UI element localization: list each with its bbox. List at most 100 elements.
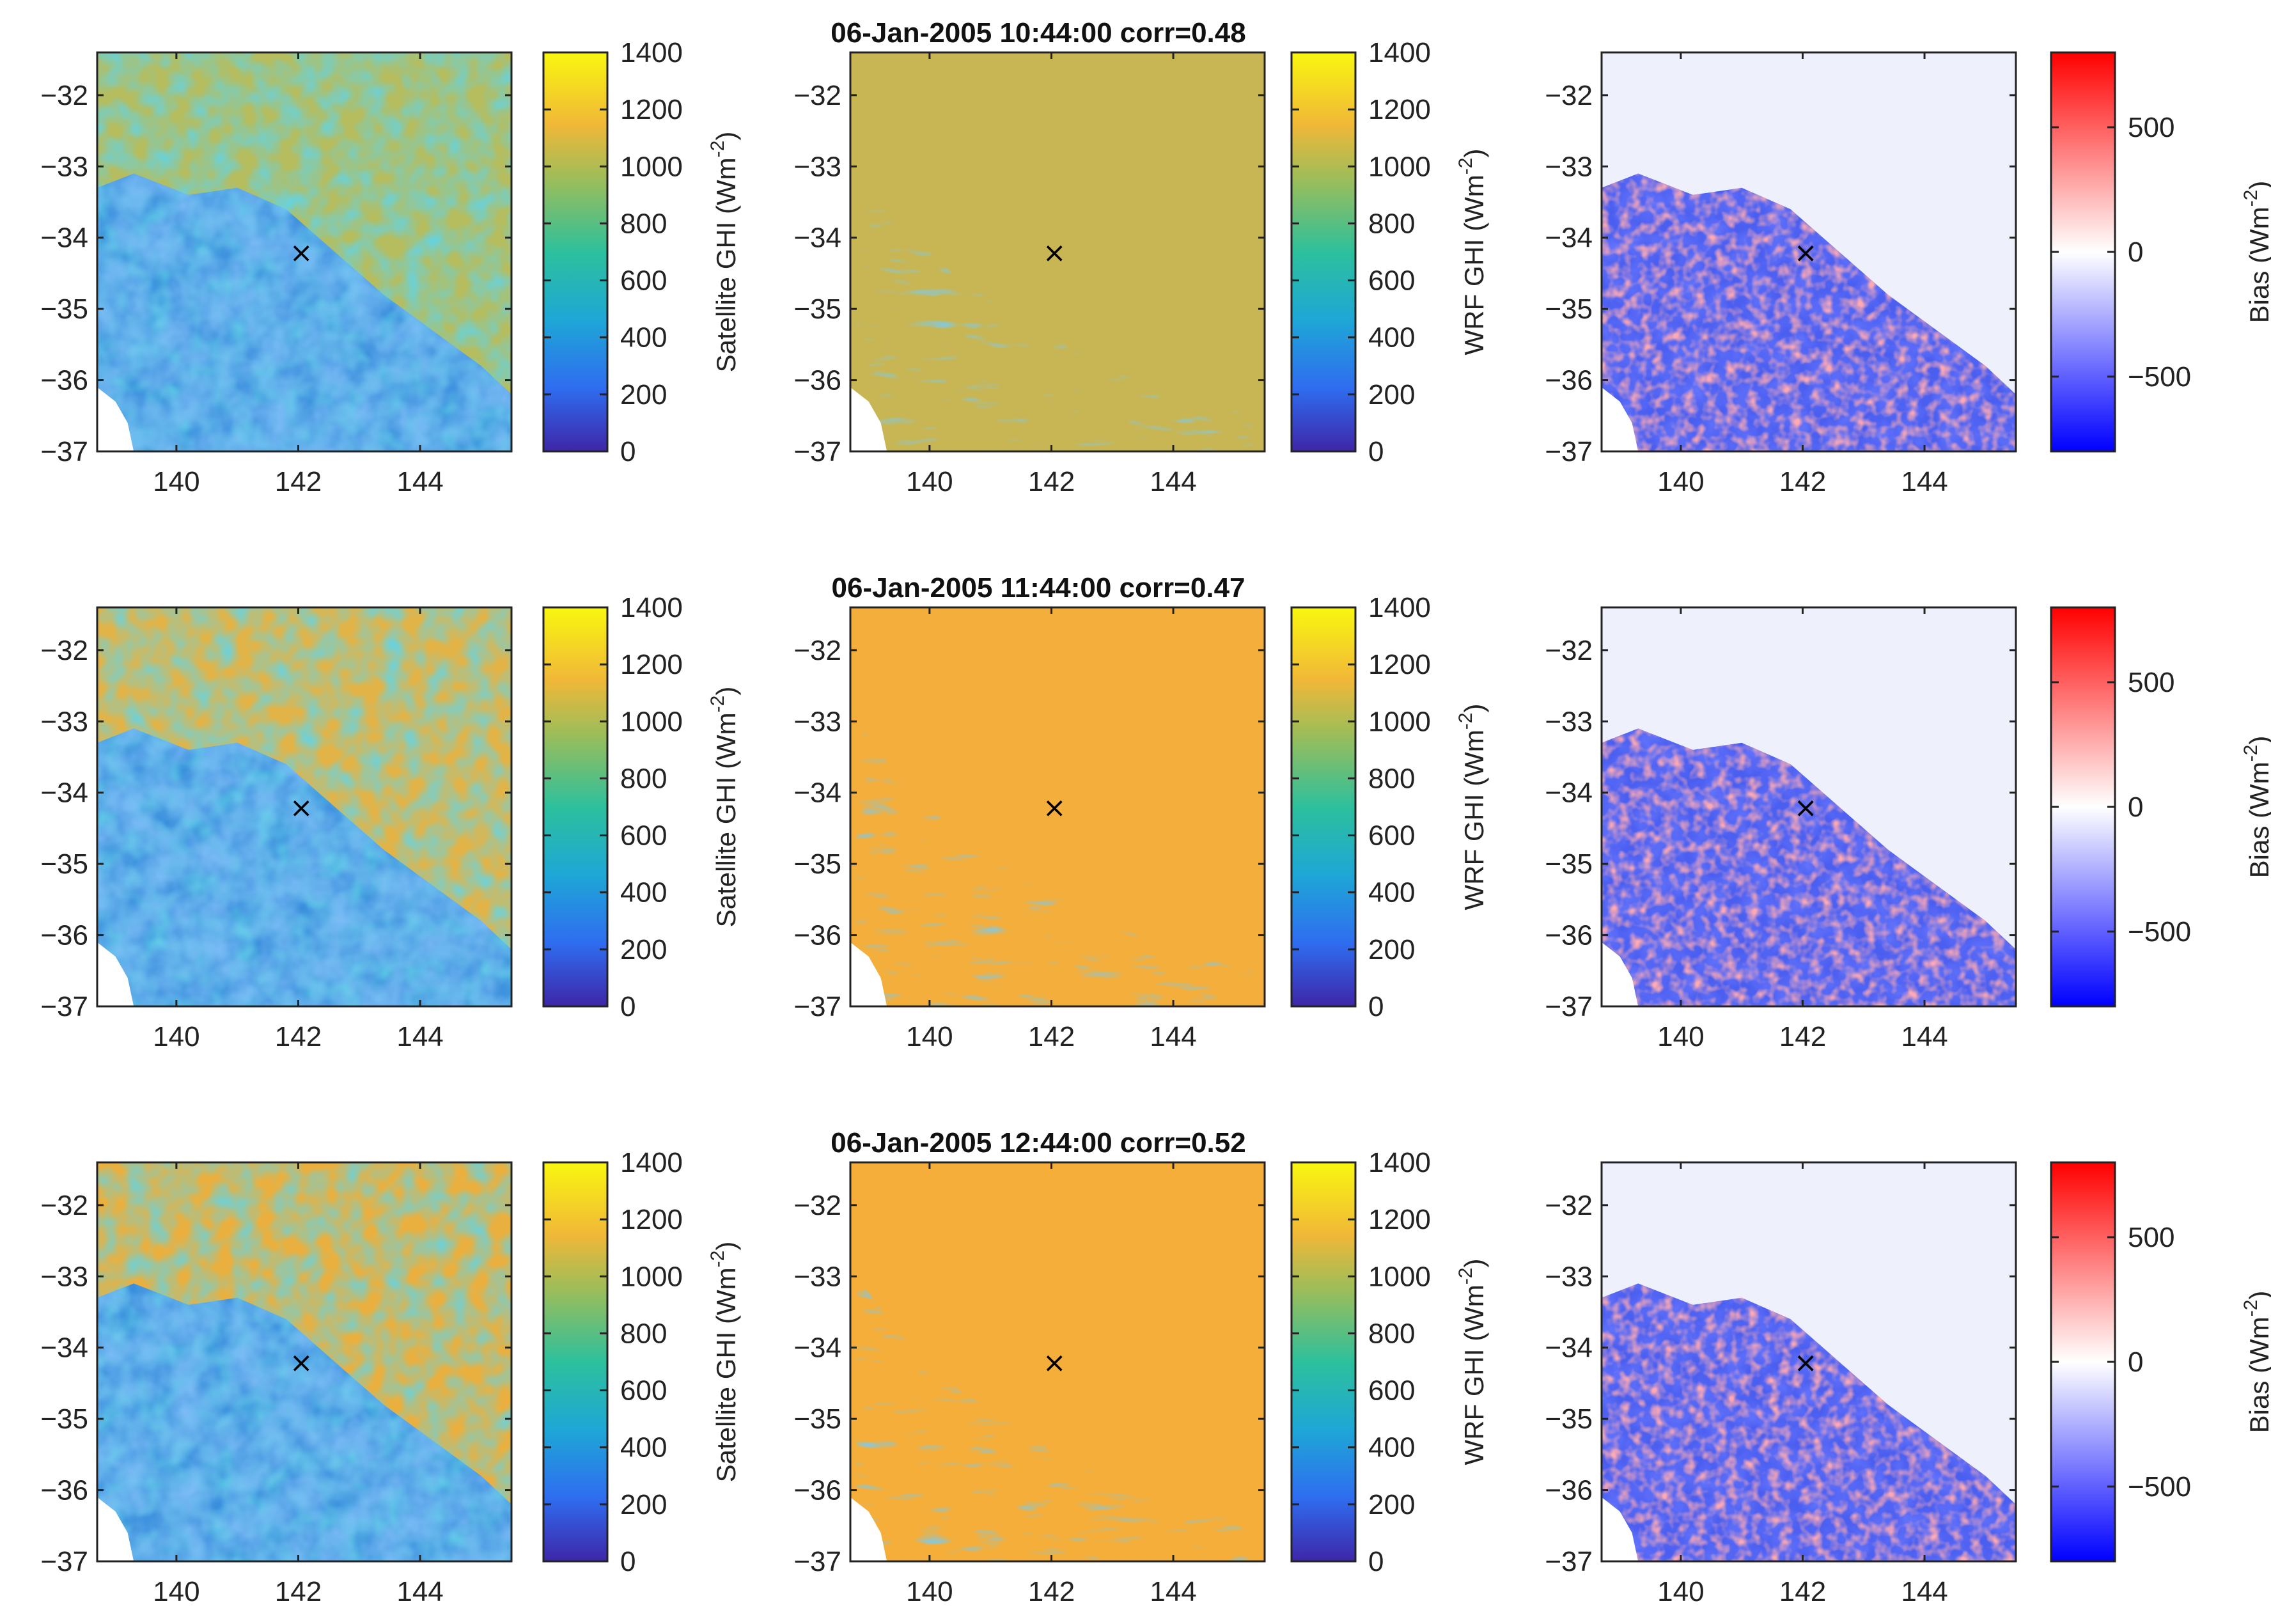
- sea-area: [97, 942, 134, 1006]
- x-tick-label: 140: [906, 1576, 953, 1607]
- y-tick-label: −32: [1545, 80, 1593, 111]
- colorbar-tick-label: 0: [620, 1546, 636, 1577]
- sea-area: [850, 387, 887, 451]
- y-tick-label: −34: [1545, 1332, 1593, 1364]
- colorbar-tick-label: 400: [620, 322, 667, 354]
- x-tick-label: 144: [396, 466, 443, 497]
- colorbar-frame: [1290, 1161, 1357, 1563]
- colorbar-tick-label: 1000: [620, 1261, 683, 1292]
- colorbar-tick-label: 400: [1368, 877, 1415, 909]
- y-tick-label: −34: [793, 1332, 841, 1364]
- x-tick-label: 142: [1028, 1021, 1075, 1052]
- y-tick-label: −35: [1545, 1403, 1593, 1435]
- site-marker: ×: [1043, 1347, 1066, 1379]
- sea-area: [1602, 387, 1639, 451]
- colorbar-label-exponent: -2: [2240, 1300, 2261, 1317]
- colorbar-scale: [2051, 1162, 2115, 1561]
- colorbar-tick-label: 1000: [1368, 1261, 1431, 1292]
- colorbar-frame: [542, 1161, 609, 1563]
- site-marker: ×: [1043, 792, 1066, 824]
- colorbar-tick-label: 0: [620, 991, 636, 1022]
- sea-area: [1602, 1497, 1639, 1561]
- bias-colorbar: 500 0 −500 Bias (Wm-2): [2050, 606, 2271, 1008]
- colorbar-tick-label: 1400: [1368, 37, 1431, 68]
- colorbar-tick-label: 400: [1368, 322, 1415, 354]
- colorbar-tick-label: 1400: [1368, 1147, 1431, 1178]
- y-tick-label: −34: [40, 777, 88, 809]
- colorbar-label: Satellite GHI (Wm-2): [707, 687, 741, 928]
- colorbar-scale: [543, 1162, 607, 1561]
- axes-frame: [849, 606, 1266, 1008]
- panel-title: 06-Jan-2005 11:44:00 corr=0.47: [831, 572, 1245, 604]
- y-tick-label: −32: [1545, 635, 1593, 666]
- wrf-colorbar: 0 200 400 600 800 1000 1200 1400 WRF GHI (Wm-2): [1290, 592, 1489, 1022]
- colorbar-tick-label: 1200: [1368, 649, 1431, 680]
- y-tick-label: −32: [793, 635, 841, 666]
- y-tick-label: −34: [40, 223, 88, 254]
- bias-panel: × −32 −33 −34 −35 −36 −37 140 142 144: [1545, 51, 2017, 497]
- colorbar-label: Bias (Wm-2): [2240, 181, 2271, 324]
- axes-frame: [1600, 1161, 2017, 1563]
- axes-frame: [1600, 606, 2017, 1008]
- colorbar-scale: [543, 52, 607, 451]
- axes-frame: [96, 1161, 513, 1563]
- colorbar-tick-label: 1200: [1368, 94, 1431, 125]
- wrf-map: [850, 1162, 1265, 1561]
- y-tick-label: −33: [1545, 706, 1593, 737]
- colorbar-tick-label: 400: [620, 877, 667, 909]
- y-tick-label: −32: [40, 80, 88, 111]
- bias-map: [1602, 1162, 2016, 1561]
- x-tick-label: 142: [1779, 466, 1826, 497]
- colorbar-tick-label: 1000: [620, 706, 683, 737]
- colorbar-tick-label: 200: [1368, 379, 1415, 410]
- colorbar-tick-label: 1400: [620, 592, 683, 623]
- axes-frame: [849, 51, 1266, 453]
- colorbar-tick-label: 800: [1368, 763, 1415, 794]
- colorbar-label: WRF GHI (Wm-2): [1455, 149, 1489, 355]
- colorbar-scale: [1292, 1162, 1355, 1561]
- colorbar-label: Bias (Wm-2): [2240, 1291, 2271, 1433]
- site-marker: ×: [1794, 237, 1818, 269]
- colorbar-label: WRF GHI (Wm-2): [1455, 704, 1489, 910]
- wrf-panel: × −32 −33 −34 −35 −36 −37 140 142 144: [793, 51, 1266, 497]
- sea-area: [850, 1497, 887, 1561]
- colorbar-label-main: WRF GHI (Wm: [1459, 175, 1489, 355]
- wrf-panel: × −32 −33 −34 −35 −36 −37 140 142 144: [793, 606, 1266, 1052]
- axes-frame: [96, 51, 513, 453]
- colorbar-label-end: ): [2244, 736, 2271, 745]
- bias-colorbar: 500 0 −500 Bias (Wm-2): [2050, 1161, 2271, 1563]
- y-tick-label: −33: [793, 706, 841, 737]
- axes-frame: [1600, 51, 2017, 453]
- colorbar-scale: [543, 607, 607, 1006]
- y-tick-label: −34: [793, 777, 841, 809]
- x-tick-label: 144: [396, 1576, 443, 1607]
- colorbar-tick-label: 800: [1368, 208, 1415, 239]
- colorbar-tick-label: 600: [1368, 820, 1415, 852]
- wrf-map: [850, 607, 1265, 1006]
- wrf-colorbar: 0 200 400 600 800 1000 1200 1400 WRF GHI (Wm-2): [1290, 37, 1489, 467]
- satellite-map: [97, 1162, 511, 1561]
- x-tick-label: 142: [275, 1576, 322, 1607]
- satellite-panel: × −32 −33 −34 −35 −36 −37 140 142 144: [40, 51, 513, 497]
- y-tick-label: −37: [793, 1546, 841, 1577]
- colorbar-frame: [542, 51, 609, 453]
- y-tick-label: −36: [1545, 365, 1593, 396]
- colorbar-tick-label: 0: [2128, 237, 2143, 268]
- colorbar-frame: [1290, 51, 1357, 453]
- colorbar-label-end: ): [2244, 181, 2271, 190]
- colorbar-tick-label: 1000: [1368, 706, 1431, 737]
- bias-panel: × −32 −33 −34 −35 −36 −37 140 142 144: [1545, 606, 2017, 1052]
- y-tick-label: −32: [1545, 1190, 1593, 1221]
- y-tick-label: −33: [40, 706, 88, 737]
- colorbar-label-main: Satellite GHI (Wm: [711, 157, 741, 372]
- y-tick-label: −32: [793, 80, 841, 111]
- y-tick-label: −36: [1545, 1475, 1593, 1506]
- colorbar-frame: [1290, 606, 1357, 1008]
- y-tick-label: −35: [40, 293, 88, 325]
- colorbar-label: Bias (Wm-2): [2240, 736, 2271, 878]
- colorbar-tick-label: 400: [620, 1432, 667, 1464]
- colorbar-label-exponent: -2: [1455, 158, 1476, 175]
- y-tick-label: −33: [1545, 1261, 1593, 1292]
- y-tick-label: −35: [40, 1403, 88, 1435]
